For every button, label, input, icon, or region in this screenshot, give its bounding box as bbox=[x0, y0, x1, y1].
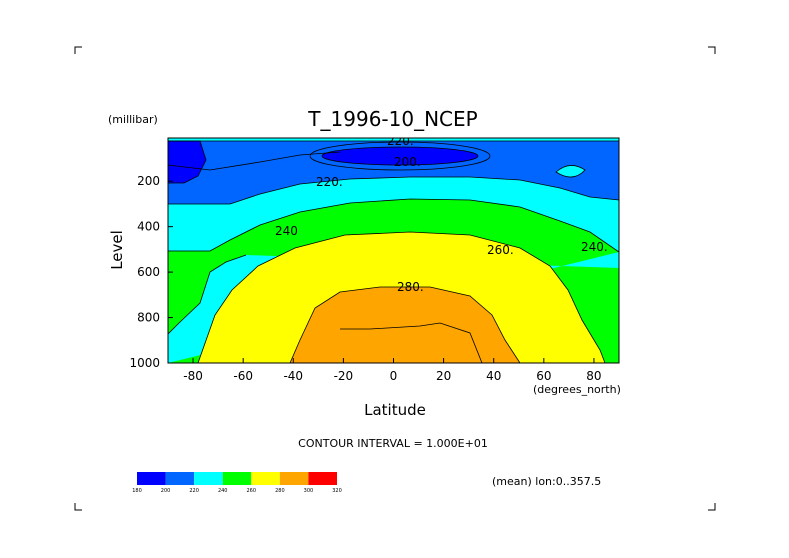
colorbar-label: 260 bbox=[247, 488, 257, 494]
x-tick-label: -80 bbox=[183, 369, 203, 383]
x-tick-label: 20 bbox=[436, 369, 451, 383]
colorbar: 180 200 220 240 260 280 300 320 bbox=[132, 472, 342, 494]
band-280-300 bbox=[290, 287, 520, 363]
chart-title: T_1996-10_NCEP bbox=[307, 107, 477, 131]
contour-label-280: 280. bbox=[397, 280, 424, 294]
y-axis-label: Level bbox=[108, 230, 126, 270]
colorbar-swatch bbox=[194, 472, 223, 485]
colorbar-label: 320 bbox=[332, 488, 342, 494]
x-axis: -80 -60 -40 -20 0 20 40 60 80 bbox=[183, 358, 602, 383]
x-tick-label: -60 bbox=[233, 369, 253, 383]
colorbar-label: 220 bbox=[189, 488, 199, 494]
colorbar-label: 200 bbox=[161, 488, 171, 494]
colorbar-swatch bbox=[222, 472, 252, 485]
colorbar-swatch bbox=[165, 472, 195, 485]
y-axis: 200 400 600 800 1000 bbox=[129, 174, 173, 370]
colorbar-swatch bbox=[251, 472, 280, 485]
colorbar-label: 180 bbox=[132, 488, 142, 494]
y-tick-label: 600 bbox=[137, 265, 160, 279]
contour-interval: CONTOUR INTERVAL = 1.000E+01 bbox=[298, 437, 488, 450]
mean-lon-note: (mean) lon:0..357.5 bbox=[492, 475, 601, 488]
contour-label-240-left: 240 bbox=[275, 224, 298, 238]
x-units: (degrees_north) bbox=[533, 383, 621, 396]
x-tick-label: -20 bbox=[334, 369, 354, 383]
y-tick-label: 400 bbox=[137, 220, 160, 234]
colorbar-swatch bbox=[279, 472, 309, 485]
contour-label-240-right: 240. bbox=[581, 240, 608, 254]
x-tick-label: 80 bbox=[586, 369, 601, 383]
colorbar-label: 280 bbox=[275, 488, 285, 494]
x-tick-label: 60 bbox=[536, 369, 551, 383]
x-tick-label: 40 bbox=[486, 369, 501, 383]
contour-label-220: 220. bbox=[316, 175, 343, 189]
colorbar-swatch bbox=[308, 472, 337, 485]
x-tick-label: -40 bbox=[283, 369, 303, 383]
contour-labels: 200. 220. 240 240. 260. 280. 220. bbox=[275, 134, 608, 294]
x-tick-label: 0 bbox=[390, 369, 398, 383]
contour-lines bbox=[168, 140, 619, 363]
colorbar-label: 240 bbox=[218, 488, 228, 494]
band-180-200-center bbox=[322, 147, 478, 165]
colorbar-swatch bbox=[137, 472, 166, 485]
contour-label-260: 260. bbox=[487, 243, 514, 257]
x-axis-label: Latitude bbox=[364, 401, 426, 419]
cyan-island bbox=[556, 165, 585, 178]
y-tick-label: 800 bbox=[137, 311, 160, 325]
contour-label-220-top: 220. bbox=[387, 134, 414, 148]
band-180-200-left bbox=[168, 141, 206, 183]
band-200-220 bbox=[168, 141, 619, 204]
colorbar-label: 300 bbox=[304, 488, 314, 494]
contour-label-200: 200. bbox=[394, 155, 421, 169]
crop-marks bbox=[74, 46, 716, 511]
y-units: (millibar) bbox=[108, 113, 158, 126]
plot-area: 200. 220. 240 240. 260. 280. 220. bbox=[167, 134, 620, 364]
y-tick-label: 200 bbox=[137, 174, 160, 188]
y-tick-label: 1000 bbox=[129, 356, 160, 370]
